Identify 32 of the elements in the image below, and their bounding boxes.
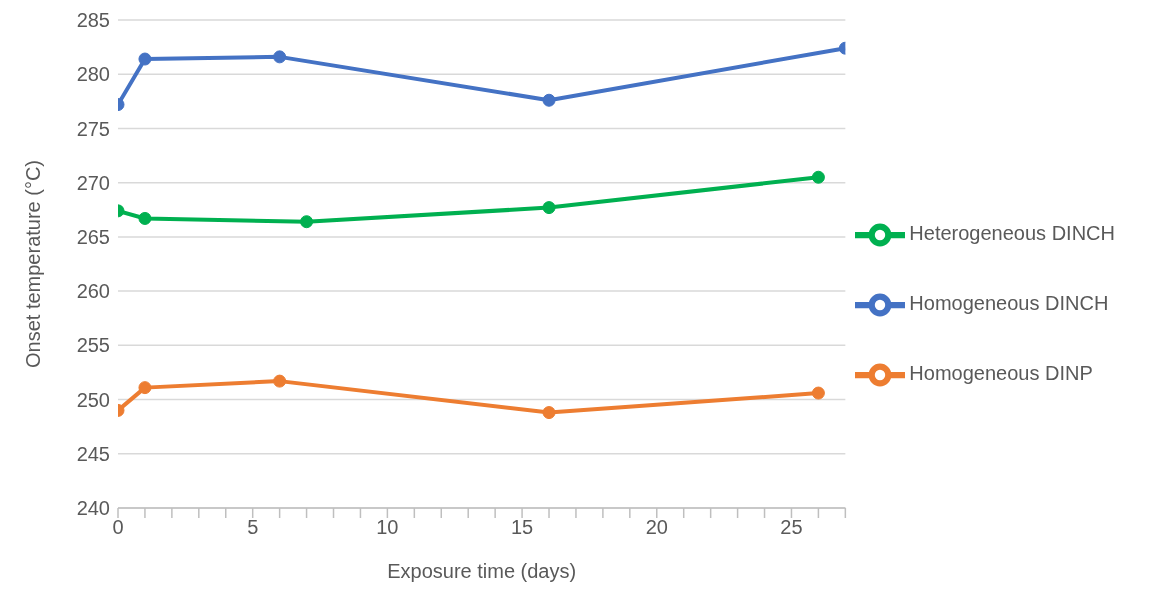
y-tick-label: 260 (76, 280, 110, 303)
legend-label: Heterogeneous DINCH (909, 222, 1115, 244)
point (138, 211, 152, 225)
point (542, 93, 556, 107)
point (138, 381, 152, 395)
y-tick-label: 270 (76, 171, 110, 194)
point (138, 52, 152, 66)
y-tick-label: 245 (76, 442, 110, 465)
y-tick-label: 280 (76, 63, 110, 86)
x-axis-title: Exposure time (days) (387, 560, 577, 582)
legend-label: Homogeneous DINCH (909, 292, 1109, 314)
y-tick-label: 285 (76, 9, 110, 32)
x-tick-label: 20 (645, 516, 668, 539)
x-tick-label: 0 (112, 516, 124, 539)
y-tick-label: 265 (76, 225, 110, 248)
point (542, 406, 556, 420)
x-tick-label: 10 (376, 516, 399, 539)
point (811, 386, 825, 400)
y-axis-title: Onset temperature (°C) (22, 159, 45, 369)
x-tick-label: 25 (780, 516, 803, 539)
y-tick-label: 240 (76, 497, 110, 520)
point (300, 215, 314, 229)
y-tick-label: 255 (76, 334, 110, 357)
x-tick-label: 5 (247, 516, 259, 539)
y-tick-label: 250 (76, 388, 110, 411)
point (273, 50, 287, 64)
legend-label: Homogeneous DINP (909, 362, 1093, 384)
y-tick-label: 275 (76, 117, 110, 140)
point (811, 170, 825, 184)
x-tick-label: 15 (510, 516, 534, 539)
point (273, 374, 287, 388)
point (542, 201, 556, 215)
